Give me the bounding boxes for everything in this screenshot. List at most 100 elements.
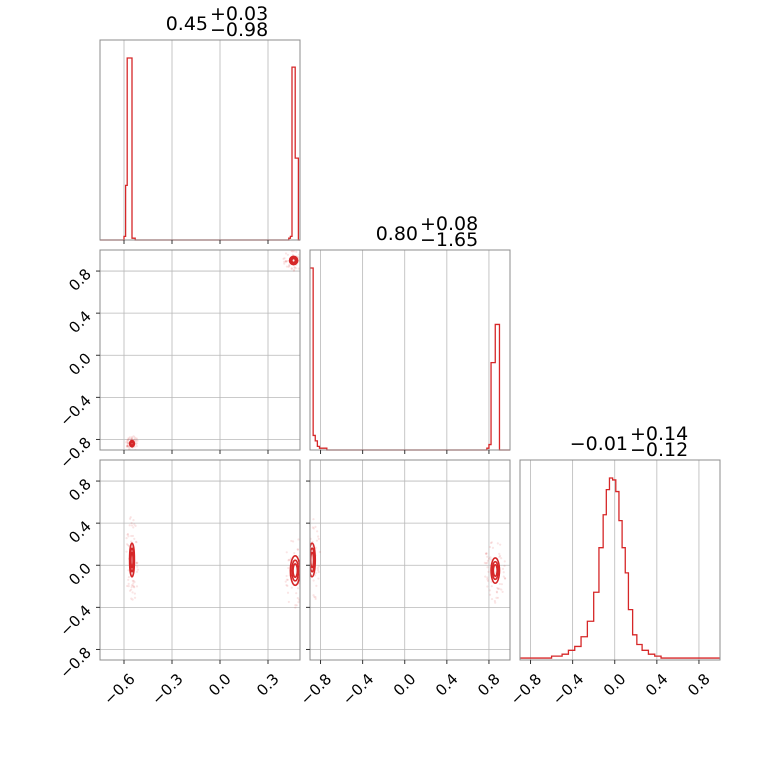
- panel-2-1-xtick-label-3: 0.4: [432, 670, 462, 700]
- panel-1-0-sample: [130, 450, 132, 452]
- panel-2-0-sample: [127, 575, 131, 579]
- panel-2-1-sample: [486, 585, 489, 588]
- panel-2-0-sample: [294, 604, 297, 607]
- panel-1-0-ytick-label-3: 0.4: [65, 307, 95, 337]
- panel-1-0-sample: [126, 444, 129, 447]
- panel-2-1-sample: [311, 540, 314, 543]
- panel-2-1-sample: [314, 571, 318, 575]
- panel-2-1-sample: [317, 570, 320, 574]
- panel-2-2-xtick-label-2: 0.0: [600, 670, 630, 700]
- panel-2-0-sample: [285, 574, 288, 578]
- panel-1-0-sample: [284, 260, 288, 263]
- panel-2-1-sample: [488, 593, 492, 596]
- panel-2-0-sample: [133, 586, 136, 589]
- panel-2-1-sample: [486, 578, 489, 581]
- panel-2-0-contour-1-0: [289, 554, 300, 587]
- panel-1-0-sample: [293, 268, 296, 271]
- panel-2-0-contour-1-1: [291, 559, 300, 582]
- panel-1-0-sample: [284, 260, 288, 263]
- panel-2-1-sample: [503, 577, 507, 580]
- panel-2-0-sample: [130, 534, 133, 538]
- panel-2-1-contour-0-0: [310, 542, 317, 578]
- panel-2-0-sample: [287, 566, 290, 570]
- panel-2-1-sample: [305, 543, 307, 545]
- panel-2-1-sample: [312, 527, 315, 530]
- panel-2-0-sample: [127, 569, 130, 572]
- panel-2-1-sample: [307, 589, 309, 591]
- title-minus: −0.98: [210, 19, 268, 41]
- panel-1-0-sample: [130, 437, 134, 440]
- panel-2-0-sample: [287, 559, 290, 562]
- panel-2-1-xtick-label-2: 0.0: [390, 670, 420, 700]
- panel-1-0-contour-0-2: [291, 257, 297, 264]
- panel-2-0-contour-1-2: [292, 563, 299, 578]
- panel-1-0-sample: [126, 444, 129, 448]
- panel-1-0-sample: [127, 437, 130, 440]
- panel-2-0-sample: [135, 570, 139, 573]
- panel-1-0-ytick-label-4: 0.8: [65, 265, 95, 295]
- panel-2-1-sample: [306, 587, 308, 589]
- panel-1-0-sample: [134, 443, 137, 446]
- panel-1-0-contour-0-1: [290, 256, 298, 265]
- panel-2-1-sample: [495, 596, 498, 599]
- panel-1-0-sample: [301, 256, 303, 258]
- title-median: 0.80: [376, 223, 418, 245]
- panel-1-0-sample: [126, 444, 130, 447]
- panel-2-1-sample: [486, 559, 490, 562]
- panel-1-1-frame: [309, 249, 511, 451]
- panel-0-0: [99, 39, 301, 244]
- panel-1-0-sample: [302, 259, 304, 261]
- panel-2-1-sample: [483, 561, 486, 564]
- panel-1-0-sample: [135, 439, 138, 442]
- panel-2-1-sample: [486, 579, 490, 582]
- panel-2-0-sample: [286, 578, 289, 581]
- panel-2-1-sample: [315, 584, 318, 587]
- panel-2-0-sample: [133, 523, 136, 526]
- panel-2-0-sample: [132, 582, 135, 585]
- panel-1-0-sample: [302, 259, 304, 261]
- panel-2-1-sample: [489, 558, 493, 561]
- panel-1-0-sample: [287, 265, 290, 268]
- panel-2-1-sample: [318, 550, 321, 554]
- panel-2-0-sample: [300, 578, 302, 580]
- panel-2-1-sample: [312, 579, 315, 582]
- panel-2-0-sample: [135, 562, 138, 565]
- panel-2-0-xtick-label-0: −0.6: [100, 670, 138, 708]
- panel-2-0-sample: [287, 558, 291, 561]
- panel-2-0-sample: [292, 540, 295, 543]
- panel-2-1-sample: [498, 555, 501, 558]
- panel-1-0-sample: [130, 437, 134, 440]
- panel-2-0-sample: [295, 604, 298, 607]
- panel-2-0-sample: [130, 521, 133, 525]
- panel-1-0-sample: [126, 439, 129, 442]
- panel-2-1-sample: [503, 564, 506, 567]
- panel-2-0-sample: [136, 561, 139, 564]
- panel-2-1-sample: [484, 575, 487, 578]
- panel-2-1-sample: [306, 591, 308, 593]
- panel-1-0-sample: [302, 260, 304, 262]
- panel-1-0-ytick-label-2: 0.0: [65, 349, 95, 379]
- panel-2-1-sample: [496, 542, 499, 545]
- panel-2-0-sample: [133, 580, 136, 584]
- panel-2-1-sample: [316, 535, 320, 538]
- panel-2-0-sample: [135, 541, 138, 544]
- panel-2-2: −0.8 −0.4 0.0 0.4 0.8: [507, 459, 721, 709]
- panel-2-0-sample: [284, 580, 287, 583]
- panel-2-1-sample: [499, 543, 502, 546]
- panel-2-0-sample: [296, 548, 300, 551]
- panel-2-0-sample: [125, 550, 128, 553]
- panel-2-0-sample: [305, 574, 307, 576]
- panel-1-0: −0.8 −0.4 0.0 0.4 0.8: [56, 249, 304, 472]
- panel-2-2-histogram: [520, 477, 720, 659]
- title-median: −0.01: [570, 433, 628, 455]
- panel-2-0-sample: [293, 551, 296, 555]
- panel-2-1-sample: [498, 582, 501, 586]
- panel-2-0: −0.6 −0.3 0.0 0.3 −0.8 −0.4 0.0 0.4 0.8: [56, 459, 307, 709]
- panel-1-0-sample: [297, 267, 300, 270]
- panel-2-1-sample: [501, 567, 505, 571]
- panel-2-1-sample: [498, 554, 502, 557]
- title-plus: +0.03: [210, 3, 268, 25]
- panel-2-1-sample: [306, 533, 308, 535]
- panel-2-0-sample: [296, 597, 299, 600]
- panel-2-1-sample: [307, 563, 309, 565]
